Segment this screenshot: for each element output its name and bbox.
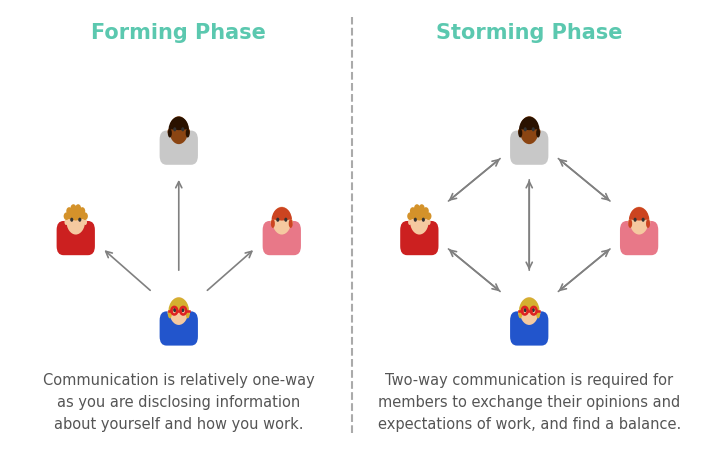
Circle shape (413, 218, 417, 222)
Ellipse shape (168, 129, 172, 138)
Wedge shape (409, 207, 430, 221)
Ellipse shape (647, 220, 651, 226)
Text: Two-way communication is required for
members to exchange their opinions and
exp: Two-way communication is required for me… (377, 372, 681, 431)
Ellipse shape (67, 207, 85, 235)
Circle shape (532, 308, 535, 313)
Ellipse shape (518, 129, 521, 135)
Circle shape (67, 208, 72, 215)
Ellipse shape (628, 220, 632, 229)
FancyBboxPatch shape (72, 224, 80, 233)
Ellipse shape (169, 297, 188, 325)
Ellipse shape (168, 310, 172, 319)
Ellipse shape (185, 310, 190, 319)
Ellipse shape (187, 310, 190, 316)
Circle shape (181, 308, 184, 313)
FancyBboxPatch shape (635, 224, 643, 233)
Circle shape (173, 128, 176, 132)
Text: Communication is relatively one-way
as you are disclosing information
about your: Communication is relatively one-way as y… (43, 372, 314, 431)
Circle shape (524, 128, 527, 132)
Wedge shape (519, 117, 539, 131)
Ellipse shape (427, 220, 430, 226)
Circle shape (64, 213, 69, 221)
Ellipse shape (64, 220, 68, 226)
Ellipse shape (408, 220, 411, 226)
Wedge shape (169, 117, 189, 131)
Ellipse shape (518, 129, 523, 138)
Text: Storming Phase: Storming Phase (436, 23, 622, 42)
Ellipse shape (536, 310, 540, 319)
Wedge shape (169, 298, 189, 311)
Circle shape (75, 205, 81, 212)
Text: Forming Phase: Forming Phase (91, 23, 266, 42)
Ellipse shape (289, 220, 292, 229)
Ellipse shape (271, 220, 275, 229)
Circle shape (641, 218, 645, 222)
Ellipse shape (168, 310, 171, 316)
Circle shape (79, 208, 85, 215)
FancyBboxPatch shape (620, 221, 658, 256)
Ellipse shape (520, 117, 539, 145)
Wedge shape (519, 298, 539, 311)
Circle shape (173, 308, 176, 313)
Circle shape (524, 308, 527, 313)
Ellipse shape (518, 310, 523, 319)
FancyBboxPatch shape (57, 221, 95, 256)
Ellipse shape (169, 117, 188, 145)
Circle shape (82, 213, 88, 221)
Circle shape (78, 218, 81, 222)
Ellipse shape (537, 129, 540, 135)
Ellipse shape (536, 129, 540, 138)
Ellipse shape (270, 220, 274, 226)
Circle shape (71, 205, 76, 212)
Circle shape (419, 205, 425, 212)
Circle shape (70, 218, 74, 222)
Circle shape (423, 208, 429, 215)
Ellipse shape (84, 220, 87, 226)
Ellipse shape (410, 207, 429, 235)
FancyBboxPatch shape (159, 131, 198, 166)
Circle shape (410, 208, 416, 215)
FancyBboxPatch shape (278, 224, 286, 233)
Wedge shape (65, 207, 86, 221)
Ellipse shape (518, 310, 521, 316)
Ellipse shape (290, 220, 293, 226)
FancyBboxPatch shape (510, 312, 549, 346)
FancyBboxPatch shape (263, 221, 301, 256)
FancyBboxPatch shape (159, 312, 198, 346)
Ellipse shape (187, 129, 190, 135)
FancyBboxPatch shape (525, 134, 533, 143)
Ellipse shape (168, 129, 171, 135)
Circle shape (407, 213, 413, 221)
Ellipse shape (629, 207, 649, 235)
FancyBboxPatch shape (175, 314, 183, 323)
FancyBboxPatch shape (400, 221, 438, 256)
Ellipse shape (185, 129, 190, 138)
Ellipse shape (628, 220, 632, 226)
FancyBboxPatch shape (175, 134, 183, 143)
FancyBboxPatch shape (525, 314, 533, 323)
Ellipse shape (537, 310, 540, 316)
Ellipse shape (646, 220, 650, 229)
Circle shape (181, 128, 184, 132)
Circle shape (284, 218, 287, 222)
Wedge shape (629, 207, 649, 221)
FancyBboxPatch shape (416, 224, 423, 233)
Circle shape (426, 213, 431, 221)
Ellipse shape (273, 207, 291, 235)
FancyBboxPatch shape (510, 131, 549, 166)
Circle shape (422, 218, 425, 222)
Circle shape (634, 218, 636, 222)
Ellipse shape (520, 297, 539, 325)
Circle shape (532, 128, 535, 132)
Circle shape (276, 218, 280, 222)
Circle shape (414, 205, 420, 212)
Wedge shape (272, 207, 292, 221)
